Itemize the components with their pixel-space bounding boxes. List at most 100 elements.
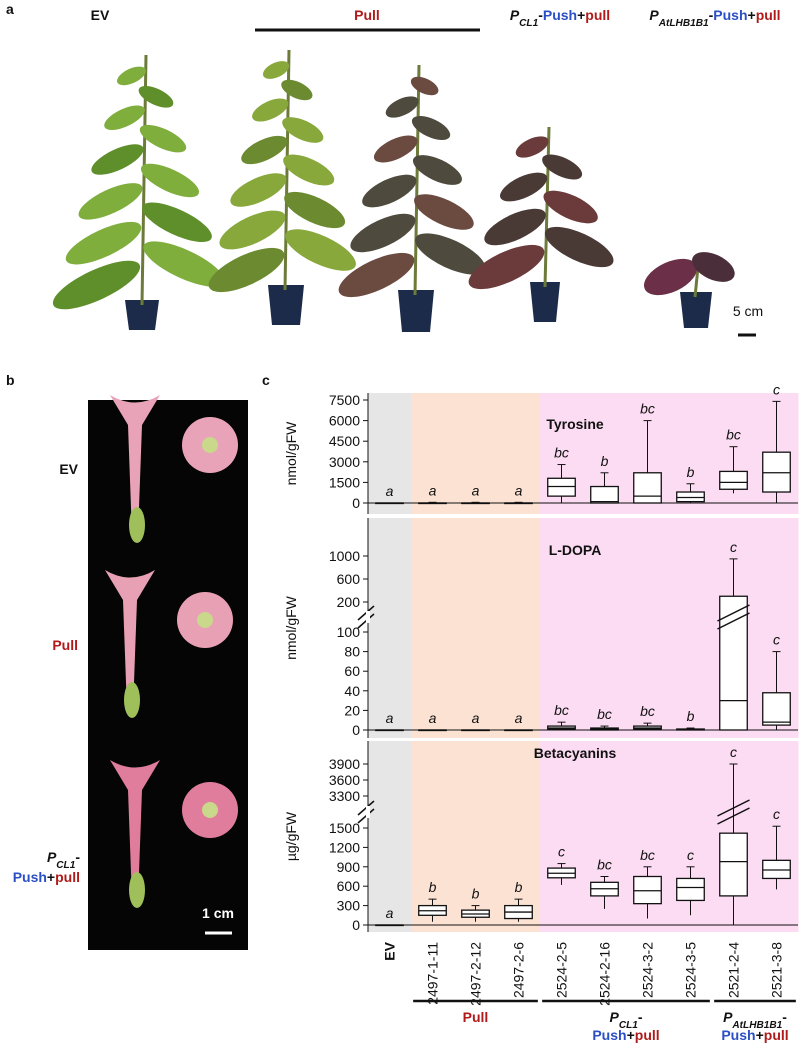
leaf [515,136,549,158]
label: Pull [354,7,380,23]
significance-letter: a [515,482,523,498]
leaf [281,79,313,101]
leaf [252,98,289,122]
leaf [104,105,145,131]
label: PAtLHB1B1-Push+pull [649,7,780,29]
label: Pull [52,637,78,653]
category-band [626,518,670,738]
box-break [717,604,750,622]
significance-letter: b [687,708,695,724]
category-band [669,518,713,738]
category-band [368,741,412,932]
y-tick-label: 6000 [329,413,360,429]
label-part: Pull [52,637,78,653]
leaf [142,202,212,243]
box-break [717,612,750,630]
y-tick-label: 1200 [329,839,360,855]
leaf [643,258,698,296]
box [590,485,619,504]
y-tick-label: 600 [337,878,361,894]
box [633,472,662,504]
leaf [282,117,324,143]
significance-letter: bc [597,706,612,722]
y-tick-label: 3600 [329,772,360,788]
label-part: pull [756,7,781,23]
leaf [542,154,583,180]
category-band [497,393,541,514]
x-tick-label: 2497-1-11 [425,942,441,1005]
x-tick-label: 2497-2-6 [511,942,527,998]
significance-letter: bc [597,857,612,873]
stem [413,64,421,296]
label: PAtLHB1B1- [723,1009,787,1031]
flower-tube [110,760,160,900]
label-part: CL1 [619,1020,638,1031]
box [719,470,748,490]
flower-center [202,802,218,818]
significance-letter: c [687,847,694,863]
significance-letter: b [687,464,695,480]
leaf [285,229,356,271]
label-part: + [748,7,756,23]
leaf [412,155,462,185]
significance-letter: a [386,710,394,726]
y-tick-label: 60 [344,663,360,679]
pot [268,285,304,325]
category-band [454,518,498,738]
label-part: Pull [354,7,380,23]
y-tick-label: 200 [337,594,361,610]
category-band [583,518,627,738]
leaf [362,174,417,208]
category-band [540,741,584,932]
leaf [543,190,598,224]
y-tick-label: 900 [337,859,361,875]
y-tick-label: 0 [352,722,360,738]
label-part: Push [713,7,747,23]
significance-letter: bc [554,702,569,718]
significance-letter: c [558,844,565,860]
label-part: + [47,869,55,885]
x-tick-label: 2524-2-5 [554,942,570,998]
leaf [692,252,735,282]
leaf [219,210,286,250]
label-part: - [782,1009,787,1025]
significance-letter: c [773,381,780,397]
label-part: + [577,7,585,23]
pot [680,292,712,328]
category-band [411,393,455,514]
category-band [540,518,584,738]
y-tick-label: 3000 [329,454,360,470]
leaf [414,194,474,230]
flower-calyx [129,872,145,908]
leaf [91,144,144,175]
label: Push+pull [592,1027,659,1043]
label-part: + [627,1027,635,1043]
label: Push+pull [721,1027,788,1043]
significance-letter: b [429,879,437,895]
label-part: pull [635,1027,660,1043]
label-part: P [723,1009,733,1025]
pot [398,290,434,332]
significance-letter: c [730,539,737,555]
leaf [117,66,146,86]
box [547,477,576,497]
leaf [284,191,346,229]
label-part: AtLHB1B1 [731,1020,782,1031]
leaf [139,124,187,153]
significance-letter: bc [640,847,655,863]
panel-letter: b [6,372,15,388]
label: Pull [463,1009,489,1025]
y-tick-label: 600 [337,571,361,587]
label-part: CL1 [519,18,538,29]
label: Push+pull [13,869,80,885]
significance-letter: a [429,710,437,726]
flower-calyx [124,682,140,718]
box [719,832,748,897]
leaf [544,226,614,268]
leaf [140,163,200,198]
leaf [283,154,335,186]
label-part: P [609,1009,619,1025]
y-tick-label: 0 [352,917,360,933]
box [676,491,705,503]
